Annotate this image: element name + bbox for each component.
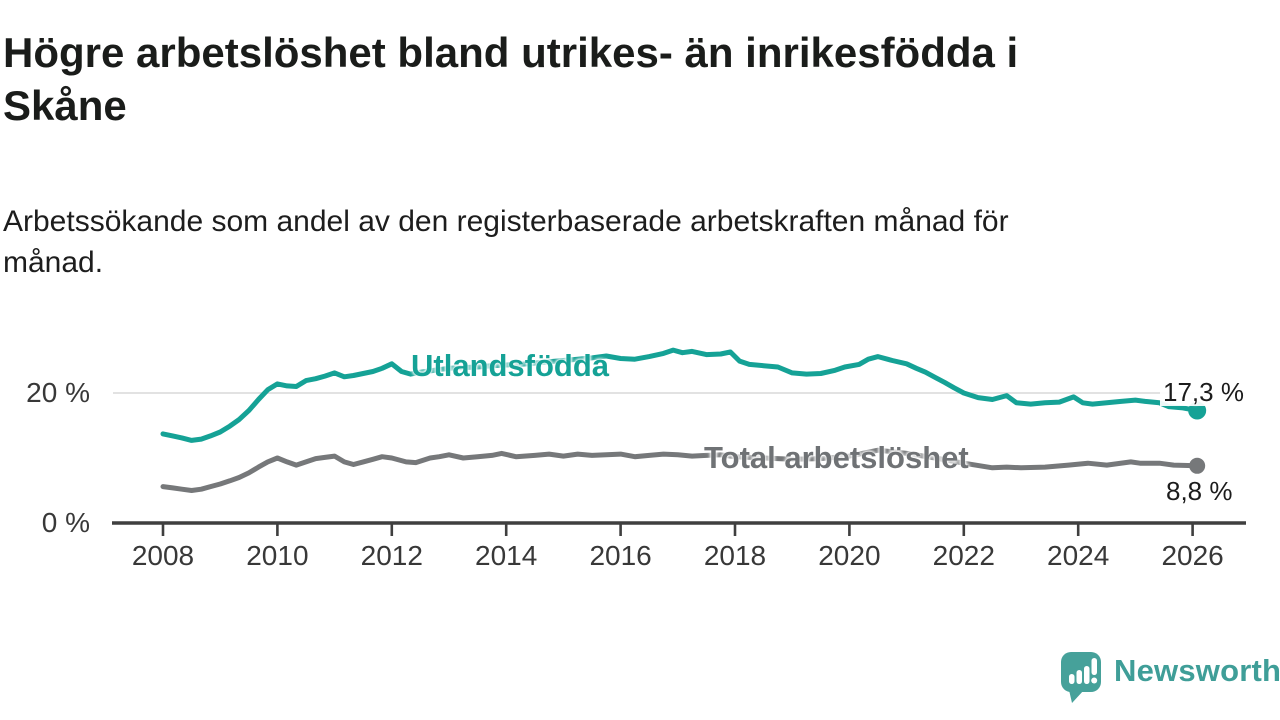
series-end-dot-1 [1189, 457, 1206, 474]
speech-bubble-bar-chart-icon [1061, 652, 1101, 703]
x-axis-tick-label: 2010 [246, 540, 309, 571]
series-line-0 [160, 347, 1200, 443]
x-axis-tick-label: 2024 [1047, 540, 1110, 571]
x-axis-tick-label: 2022 [932, 540, 995, 571]
value-label-total: 8,8 % [1166, 476, 1233, 506]
series-line-1 [160, 447, 1200, 493]
newsworthy-logo: Newsworthy [1058, 648, 1280, 704]
x-axis-tick-label: 2012 [360, 540, 423, 571]
value-label-utlandsfodda: 17,3 % [1160, 378, 1247, 406]
x-axis-tick-label: 2020 [818, 540, 881, 571]
x-axis-tick-label: 2008 [131, 540, 195, 571]
x-axis-tick-label: 2014 [475, 540, 538, 571]
page-subtitle: Arbetssökande som andel av den registerb… [3, 205, 1009, 280]
y-axis-tick-label: 20 % [26, 377, 90, 408]
x-axis-tick-label: 2016 [589, 540, 652, 571]
page-title: Högre arbetslöshet bland utrikes- än inr… [3, 29, 1019, 130]
logo-wordmark: Newsworthy [1114, 653, 1280, 688]
series-end-dot-0 [1188, 401, 1207, 420]
y-axis-tick-label: 0 % [41, 507, 90, 538]
x-axis-tick-label: 2018 [703, 540, 767, 571]
x-axis-tick-label: 2026 [1161, 540, 1224, 571]
series-label-utlandsfodda: Utlandsfödda [411, 348, 610, 383]
series-label-total: Total arbetslöshet [704, 440, 969, 475]
